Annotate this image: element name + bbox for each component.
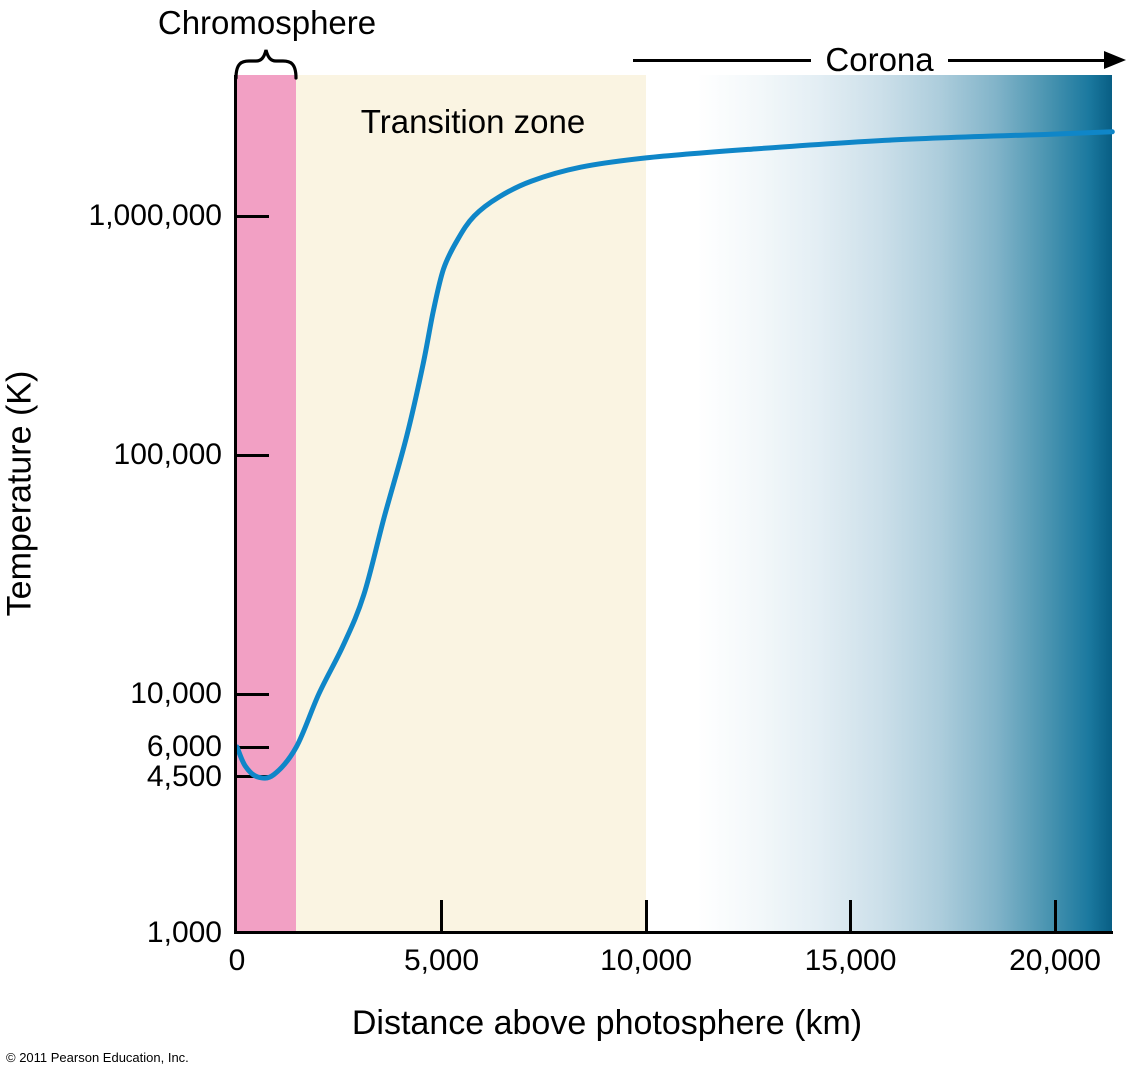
y-axis-title: Temperature (K) bbox=[0, 370, 39, 617]
y-tick-mark bbox=[237, 745, 269, 749]
x-tick-label: 10,000 bbox=[600, 944, 692, 977]
y-tick-mark bbox=[237, 214, 269, 218]
corona-label: Corona bbox=[825, 41, 934, 78]
x-axis-title: Distance above photosphere (km) bbox=[351, 1004, 863, 1042]
y-tick-label: 10,000 bbox=[130, 677, 222, 710]
y-tick-label: 4,500 bbox=[146, 759, 222, 793]
transition-zone-band bbox=[296, 75, 646, 932]
x-axis-line bbox=[234, 931, 1113, 934]
x-tick-mark bbox=[849, 900, 852, 931]
corona-annotation: Corona bbox=[633, 41, 1127, 78]
y-tick-label: 100,000 bbox=[113, 438, 222, 471]
x-tick-label: 20,000 bbox=[1009, 944, 1101, 977]
y-tick-label: 1,000,000 bbox=[88, 199, 222, 232]
transition-zone-label: Transition zone bbox=[360, 103, 586, 140]
arrowhead-icon bbox=[1104, 51, 1127, 69]
corona-right-line bbox=[947, 58, 1106, 62]
x-tick-mark bbox=[644, 900, 648, 931]
corona-right-arrow bbox=[947, 51, 1127, 69]
x-tick-label: 5,000 bbox=[403, 944, 480, 977]
copyright-text: © 2011 Pearson Education, Inc. bbox=[6, 1050, 189, 1065]
y-tick-mark bbox=[237, 775, 269, 779]
corona-band bbox=[646, 75, 1113, 932]
y-tick-label: 6,000 bbox=[146, 730, 222, 764]
y-tick-mark bbox=[237, 692, 269, 696]
x-tick-mark bbox=[440, 900, 443, 931]
y-tick-label: 1,000 bbox=[146, 916, 222, 949]
y-axis-line bbox=[234, 75, 237, 934]
chromosphere-brace-icon bbox=[234, 49, 298, 80]
corona-left-line bbox=[633, 58, 812, 62]
y-tick-mark bbox=[237, 453, 269, 457]
x-tick-label: 0 bbox=[228, 944, 246, 977]
chromosphere-band bbox=[237, 75, 297, 932]
x-tick-label: 15,000 bbox=[804, 944, 897, 977]
chromosphere-label: Chromosphere bbox=[157, 4, 377, 41]
x-tick-mark bbox=[1053, 900, 1057, 931]
